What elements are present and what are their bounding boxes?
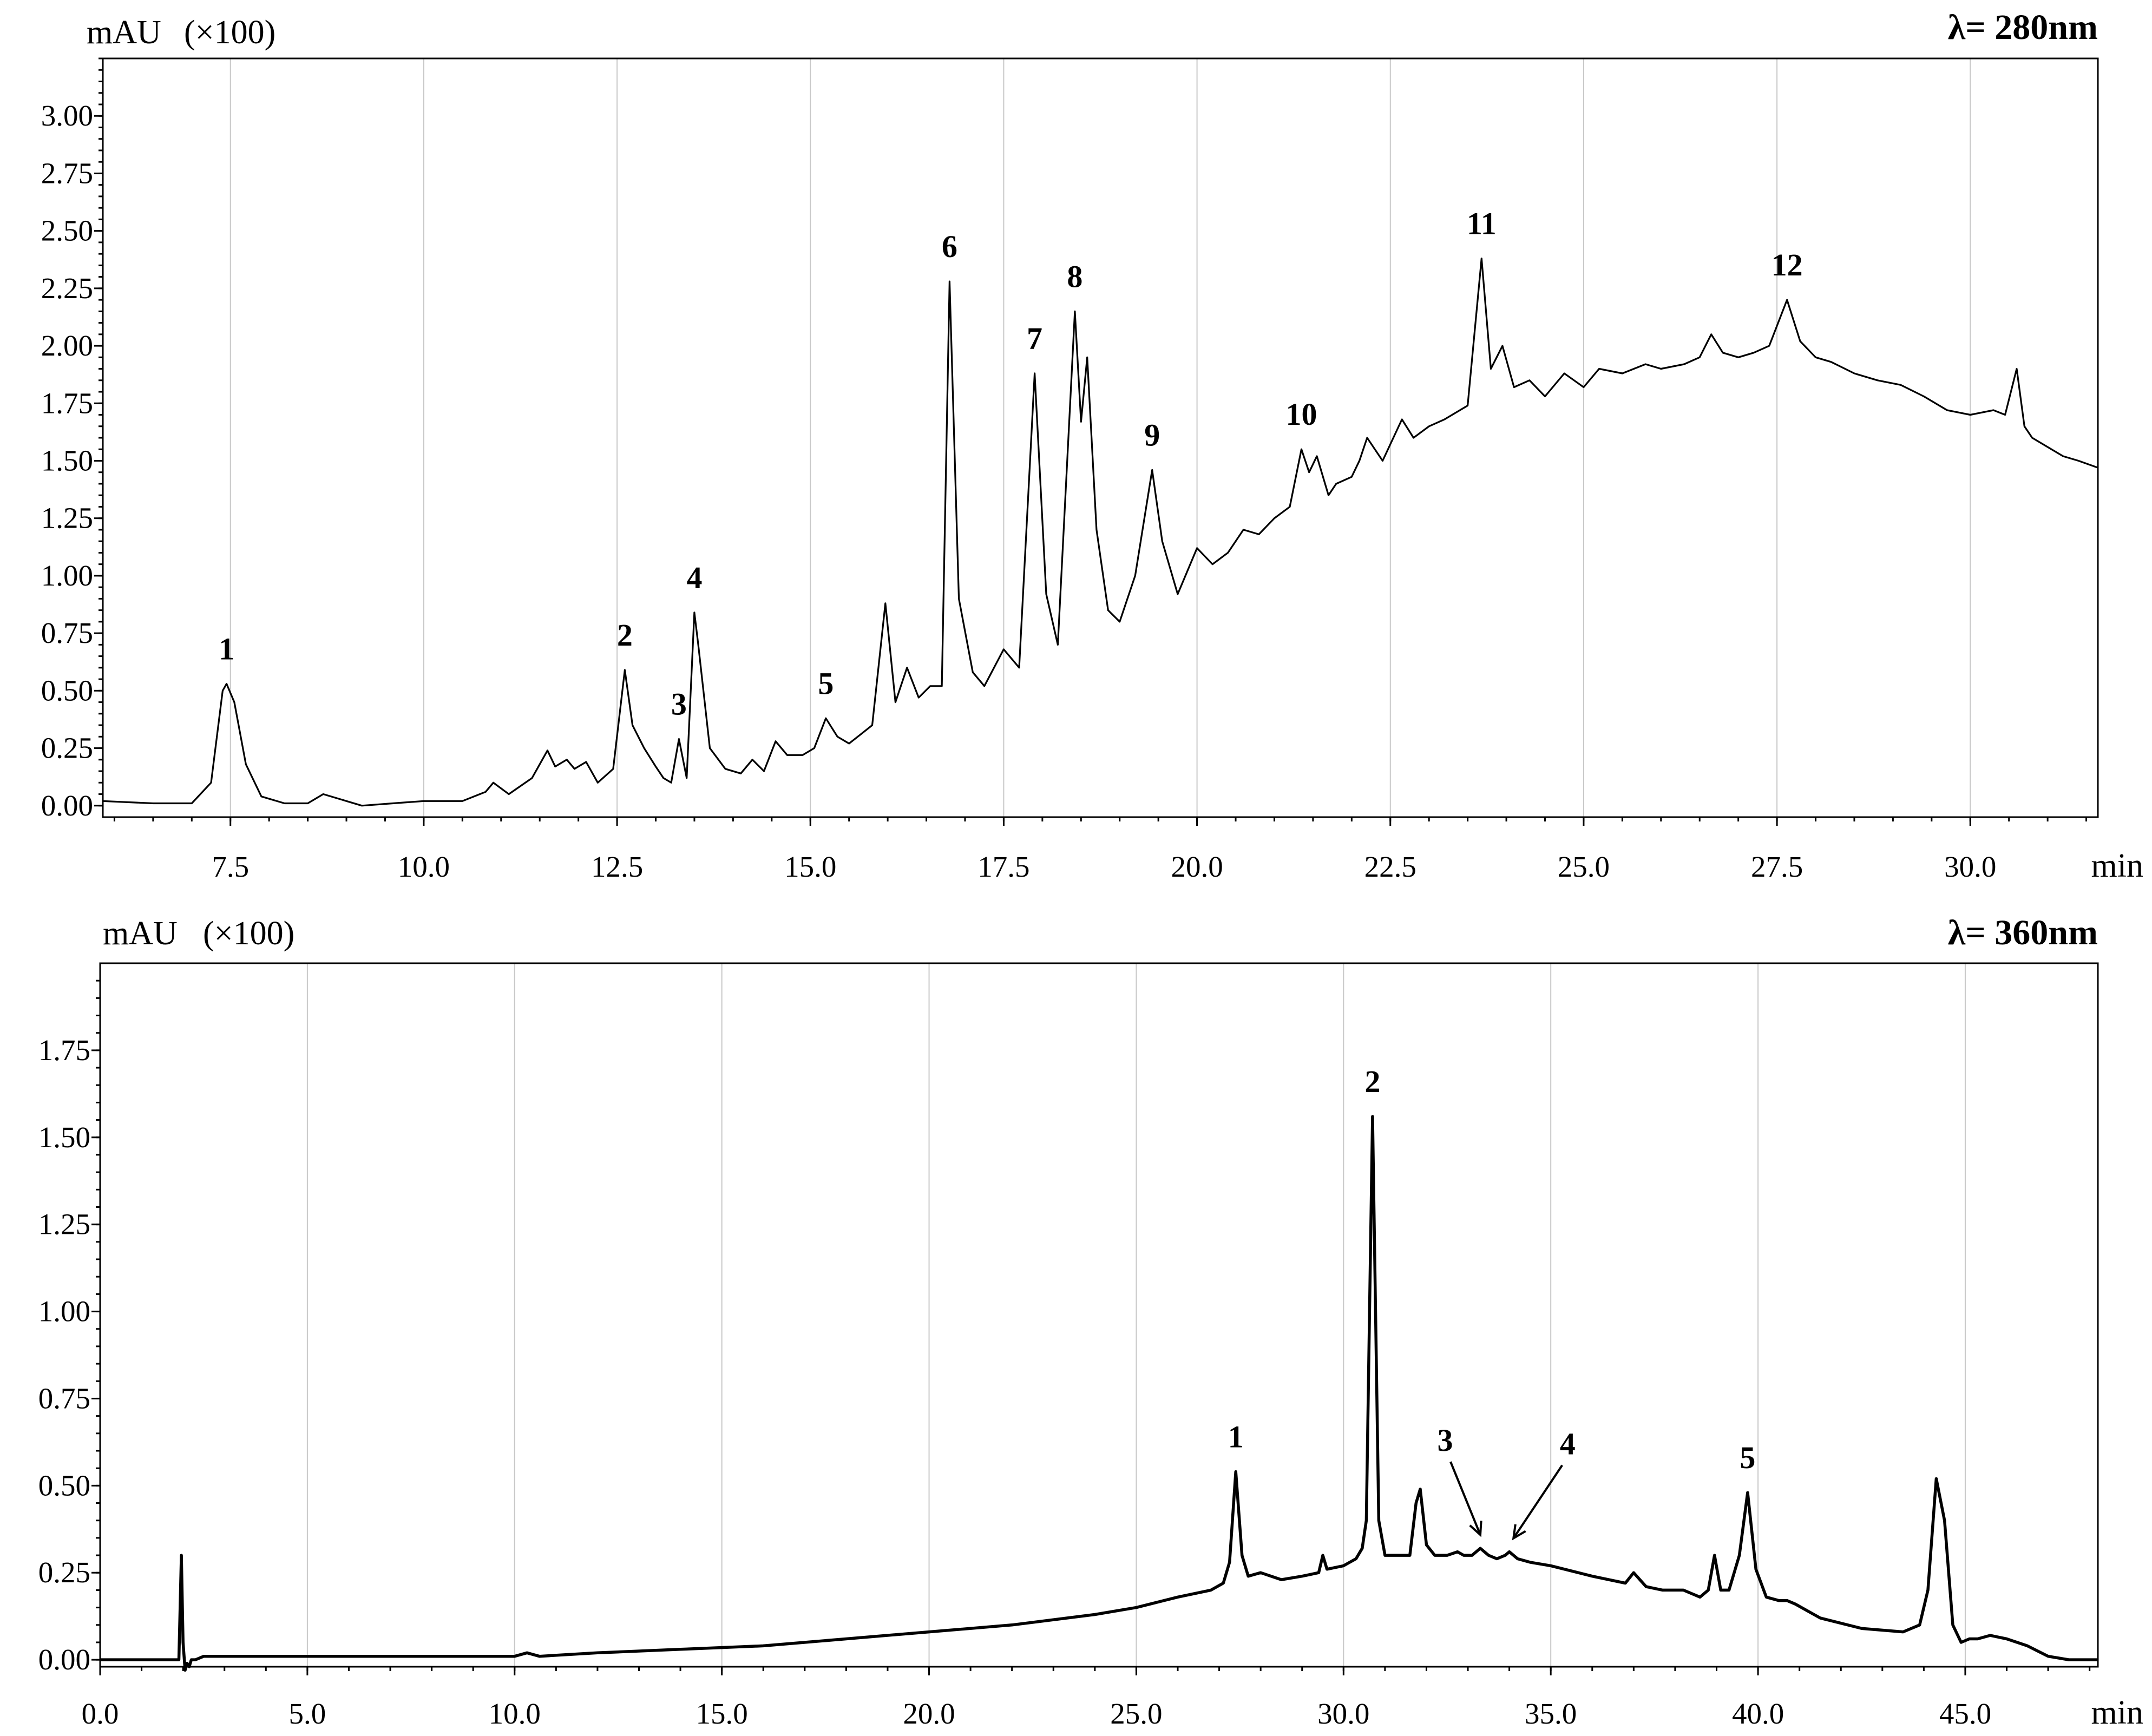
x-tick-label: 7.5 xyxy=(212,850,249,883)
x-tick-label: 20.0 xyxy=(1171,850,1223,883)
axis-ticks xyxy=(94,57,2088,826)
peak-label: 1 xyxy=(1228,1419,1244,1455)
x-tick-label: 15.0 xyxy=(696,1697,748,1730)
y-tick-label: 1.50 xyxy=(38,1121,90,1154)
y-tick-label: 0.75 xyxy=(41,616,93,649)
peak-label: 11 xyxy=(1467,206,1497,241)
peak-label: 1 xyxy=(219,632,234,667)
peak-arrow xyxy=(1512,1464,1563,1539)
y-tick-labels: 0.00 0.25 0.50 0.75 1.00 1.25 1.50 1.75 xyxy=(38,1034,90,1676)
chromatogram-trace xyxy=(102,258,2098,807)
y-tick-label: 0.00 xyxy=(38,1643,90,1676)
x-tick-label: 35.0 xyxy=(1525,1697,1577,1730)
y-tick-label: 2.75 xyxy=(41,156,93,189)
peak-label: 2 xyxy=(1364,1064,1380,1099)
x-tick-label: 5.0 xyxy=(289,1697,326,1730)
peak-label: 9 xyxy=(1144,417,1160,452)
chromatogram-280nm: mAU (×100) λ= 280nm min 7.5 10.0 12.5 15.0 1… xyxy=(41,8,2143,884)
y-tick-label: 0.25 xyxy=(38,1556,90,1589)
x-tick-label: 25.0 xyxy=(1558,850,1610,883)
x-tick-label: 25.0 xyxy=(1110,1697,1162,1730)
y-tick-label: 0.25 xyxy=(41,732,93,765)
plot-frame xyxy=(99,962,2099,1668)
peak-label: 8 xyxy=(1067,259,1082,294)
grid-lines xyxy=(100,963,1966,1667)
y-tick-label: 2.50 xyxy=(41,214,93,247)
peak-label: 3 xyxy=(1438,1423,1453,1458)
chromatogram-360nm: mAU (×100) λ= 360nm min 0.0 5.0 10.0 15.0 20… xyxy=(38,913,2143,1731)
trace-layer xyxy=(102,258,2098,807)
peak-labels: 1 2 3 4 5 xyxy=(1228,1064,1755,1541)
y-unit-label: mAU xyxy=(87,14,161,51)
plot-frame xyxy=(102,57,2099,818)
y-tick-label: 2.00 xyxy=(41,329,93,362)
x-tick-label: 20.0 xyxy=(903,1697,955,1730)
y-tick-label: 0.75 xyxy=(38,1382,90,1415)
y-tick-label: 0.00 xyxy=(41,789,93,822)
y-tick-label: 0.50 xyxy=(41,674,93,707)
x-tick-label: 15.0 xyxy=(784,850,836,883)
peak-label: 5 xyxy=(818,666,834,701)
peak-label: 4 xyxy=(686,560,702,595)
peak-label: 5 xyxy=(1740,1440,1755,1475)
y-tick-label: 1.50 xyxy=(41,444,93,477)
x-tick-label: 40.0 xyxy=(1732,1697,1784,1730)
y-tick-label: 3.00 xyxy=(41,99,93,132)
x-tick-label: 12.5 xyxy=(591,850,643,883)
x-tick-label: 30.0 xyxy=(1944,850,1996,883)
x-tick-labels: 0.0 5.0 10.0 15.0 20.0 25.0 30.0 35.0 40.0 45.0 xyxy=(82,1697,1991,1730)
y-tick-label: 0.50 xyxy=(38,1469,90,1502)
y-scale-label: (×100) xyxy=(184,14,275,51)
y-unit-label: mAU xyxy=(103,915,178,952)
wavelength-label: λ= 360nm xyxy=(1948,913,2098,952)
y-tick-label: 1.75 xyxy=(38,1034,90,1067)
peak-arrowhead xyxy=(1469,1521,1482,1537)
x-tick-label: 10.0 xyxy=(398,850,450,883)
y-tick-label: 2.25 xyxy=(41,272,93,305)
grid-lines xyxy=(229,58,1971,817)
x-tick-label: 27.5 xyxy=(1751,850,1803,883)
peak-label: 2 xyxy=(617,617,633,653)
y-tick-label: 1.00 xyxy=(41,559,93,592)
x-tick-labels: 7.5 10.0 12.5 15.0 17.5 20.0 22.5 25.0 27.5 30.0 xyxy=(212,850,1996,883)
x-tick-label: 10.0 xyxy=(489,1697,541,1730)
peak-label: 3 xyxy=(671,687,687,722)
y-tick-label: 1.25 xyxy=(38,1208,90,1241)
chromatogram-trace xyxy=(100,1115,2098,1672)
x-tick-label: 17.5 xyxy=(977,850,1029,883)
x-tick-label: 30.0 xyxy=(1317,1697,1369,1730)
x-tick-label: 0.0 xyxy=(82,1697,119,1730)
x-tick-label: 22.5 xyxy=(1364,850,1416,883)
x-tick-label: 45.0 xyxy=(1939,1697,1991,1730)
x-unit-label: min xyxy=(2091,847,2143,884)
peak-arrowhead xyxy=(1512,1524,1526,1541)
peak-arrow xyxy=(1449,1461,1481,1535)
y-tick-label: 1.25 xyxy=(41,502,93,535)
axis-ticks xyxy=(91,979,2091,1675)
y-tick-labels: 0.00 0.25 0.50 0.75 1.00 1.25 1.50 1.75 2.00 2.25… xyxy=(41,99,93,822)
peak-label: 7 xyxy=(1027,321,1042,356)
y-tick-label: 1.75 xyxy=(41,386,93,419)
peak-label: 6 xyxy=(942,229,957,264)
y-tick-label: 1.00 xyxy=(38,1295,90,1328)
peak-label: 4 xyxy=(1560,1426,1576,1462)
trace-layer xyxy=(100,1115,2098,1672)
peak-label: 10 xyxy=(1285,397,1317,432)
y-scale-label: (×100) xyxy=(203,915,294,952)
peak-label: 12 xyxy=(1772,247,1803,282)
wavelength-label: λ= 280nm xyxy=(1948,8,2098,47)
x-unit-label: min xyxy=(2091,1694,2143,1731)
